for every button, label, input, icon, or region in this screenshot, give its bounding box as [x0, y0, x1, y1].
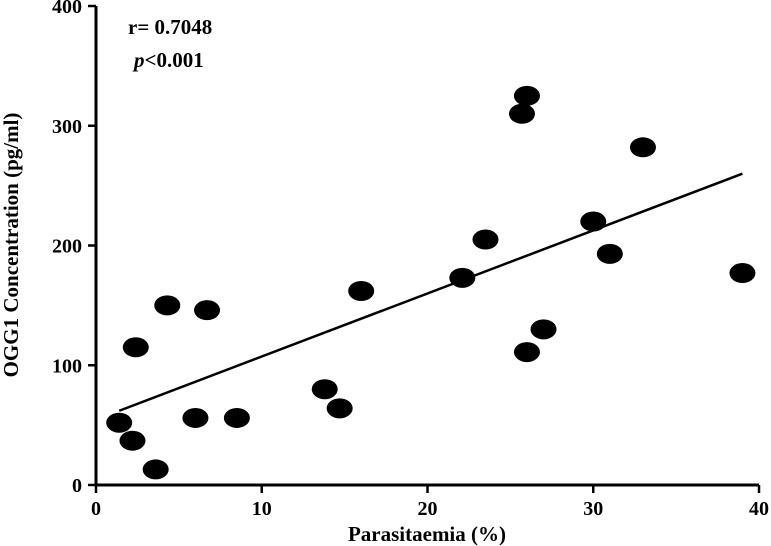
x-tick-label: 30 — [583, 498, 603, 520]
data-point — [348, 281, 375, 302]
x-axis-ticks: 0 10 20 30 40 — [91, 485, 769, 520]
regression-line — [118, 172, 743, 412]
data-point — [629, 137, 656, 158]
y-axis-ticks: 0 100 200 300 400 — [52, 0, 96, 497]
y-axis-title: OGG1 Concentration (pg/ml) — [0, 113, 23, 378]
x-axis-title: Parasitaemia (%) — [348, 522, 506, 546]
data-point — [449, 267, 476, 288]
data-point — [729, 263, 756, 284]
data-point — [513, 85, 540, 106]
correlation-coefficient: r= 0.7048 — [128, 15, 212, 39]
data-point — [182, 407, 209, 428]
data-point — [106, 412, 133, 433]
data-point — [596, 243, 623, 264]
data-point — [508, 103, 535, 124]
data-point — [326, 398, 353, 419]
data-point — [513, 342, 540, 363]
p-symbol: p — [132, 48, 145, 72]
x-tick-label: 10 — [252, 498, 272, 520]
p-value-text: <0.001 — [145, 48, 204, 72]
y-tick-label: 400 — [52, 0, 82, 18]
data-point — [122, 337, 149, 358]
p-value: p<0.001 — [132, 48, 204, 72]
y-tick-label: 0 — [72, 475, 82, 497]
x-tick-label: 40 — [749, 498, 769, 520]
y-tick-label: 100 — [52, 355, 82, 377]
data-point — [154, 295, 181, 316]
y-tick-label: 300 — [52, 116, 82, 138]
data-point — [194, 300, 221, 321]
data-point — [530, 319, 557, 340]
data-point — [223, 407, 250, 428]
x-tick-label: 20 — [418, 498, 438, 520]
data-point — [119, 430, 146, 451]
data-point — [580, 211, 607, 232]
data-point — [472, 229, 499, 250]
data-point — [311, 379, 338, 400]
data-points — [106, 85, 756, 480]
y-tick-label: 200 — [52, 236, 82, 258]
x-tick-label: 0 — [91, 498, 101, 520]
data-point — [142, 459, 169, 480]
